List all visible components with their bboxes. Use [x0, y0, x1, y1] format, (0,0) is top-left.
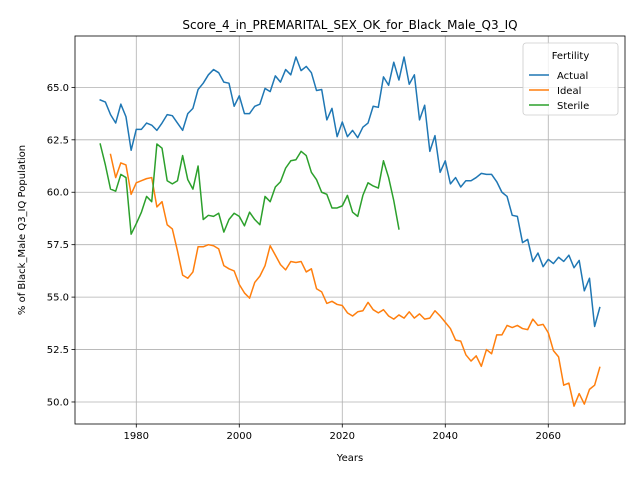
grid — [75, 36, 625, 424]
y-tick-label: 62.5 — [47, 135, 69, 146]
y-tick-label: 60.0 — [47, 188, 69, 199]
x-tick-label: 2020 — [330, 431, 355, 442]
series-line-actual — [99, 56, 601, 328]
x-tick-label: 1980 — [124, 431, 149, 442]
x-tick-label: 2060 — [536, 431, 561, 442]
series-line-sterile — [99, 143, 400, 235]
y-tick-label: 57.5 — [47, 240, 69, 251]
legend-box — [522, 42, 619, 116]
legend-title: Fertility — [552, 51, 590, 62]
x-axis-label: Years — [336, 453, 363, 464]
legend-label-actual: Actual — [557, 71, 588, 82]
y-tick-label: 65.0 — [47, 83, 69, 94]
legend-label-sterile: Sterile — [557, 101, 589, 112]
y-axis-label: % of Black_Male Q3_IQ Population — [17, 145, 28, 315]
legend-label-ideal: Ideal — [557, 86, 581, 97]
y-tick-label: 50.0 — [47, 397, 69, 408]
y-tick-label: 55.0 — [47, 293, 69, 304]
x-tick-label: 2000 — [227, 431, 252, 442]
x-tick-label: 2040 — [433, 431, 458, 442]
chart-title: Score_4_in_PREMARITAL_SEX_OK_for_Black_M… — [182, 18, 517, 32]
axis-ticks: 1980 2000 2020 2040 2060 50.0 52.5 55.0 57.5 60.0… — [47, 83, 561, 442]
series-lines — [99, 56, 601, 407]
plot-frame — [74, 35, 626, 425]
y-tick-label: 52.5 — [47, 345, 69, 356]
series-line-ideal — [109, 153, 601, 407]
legend: Fertility Actual Ideal Sterile — [522, 42, 619, 116]
